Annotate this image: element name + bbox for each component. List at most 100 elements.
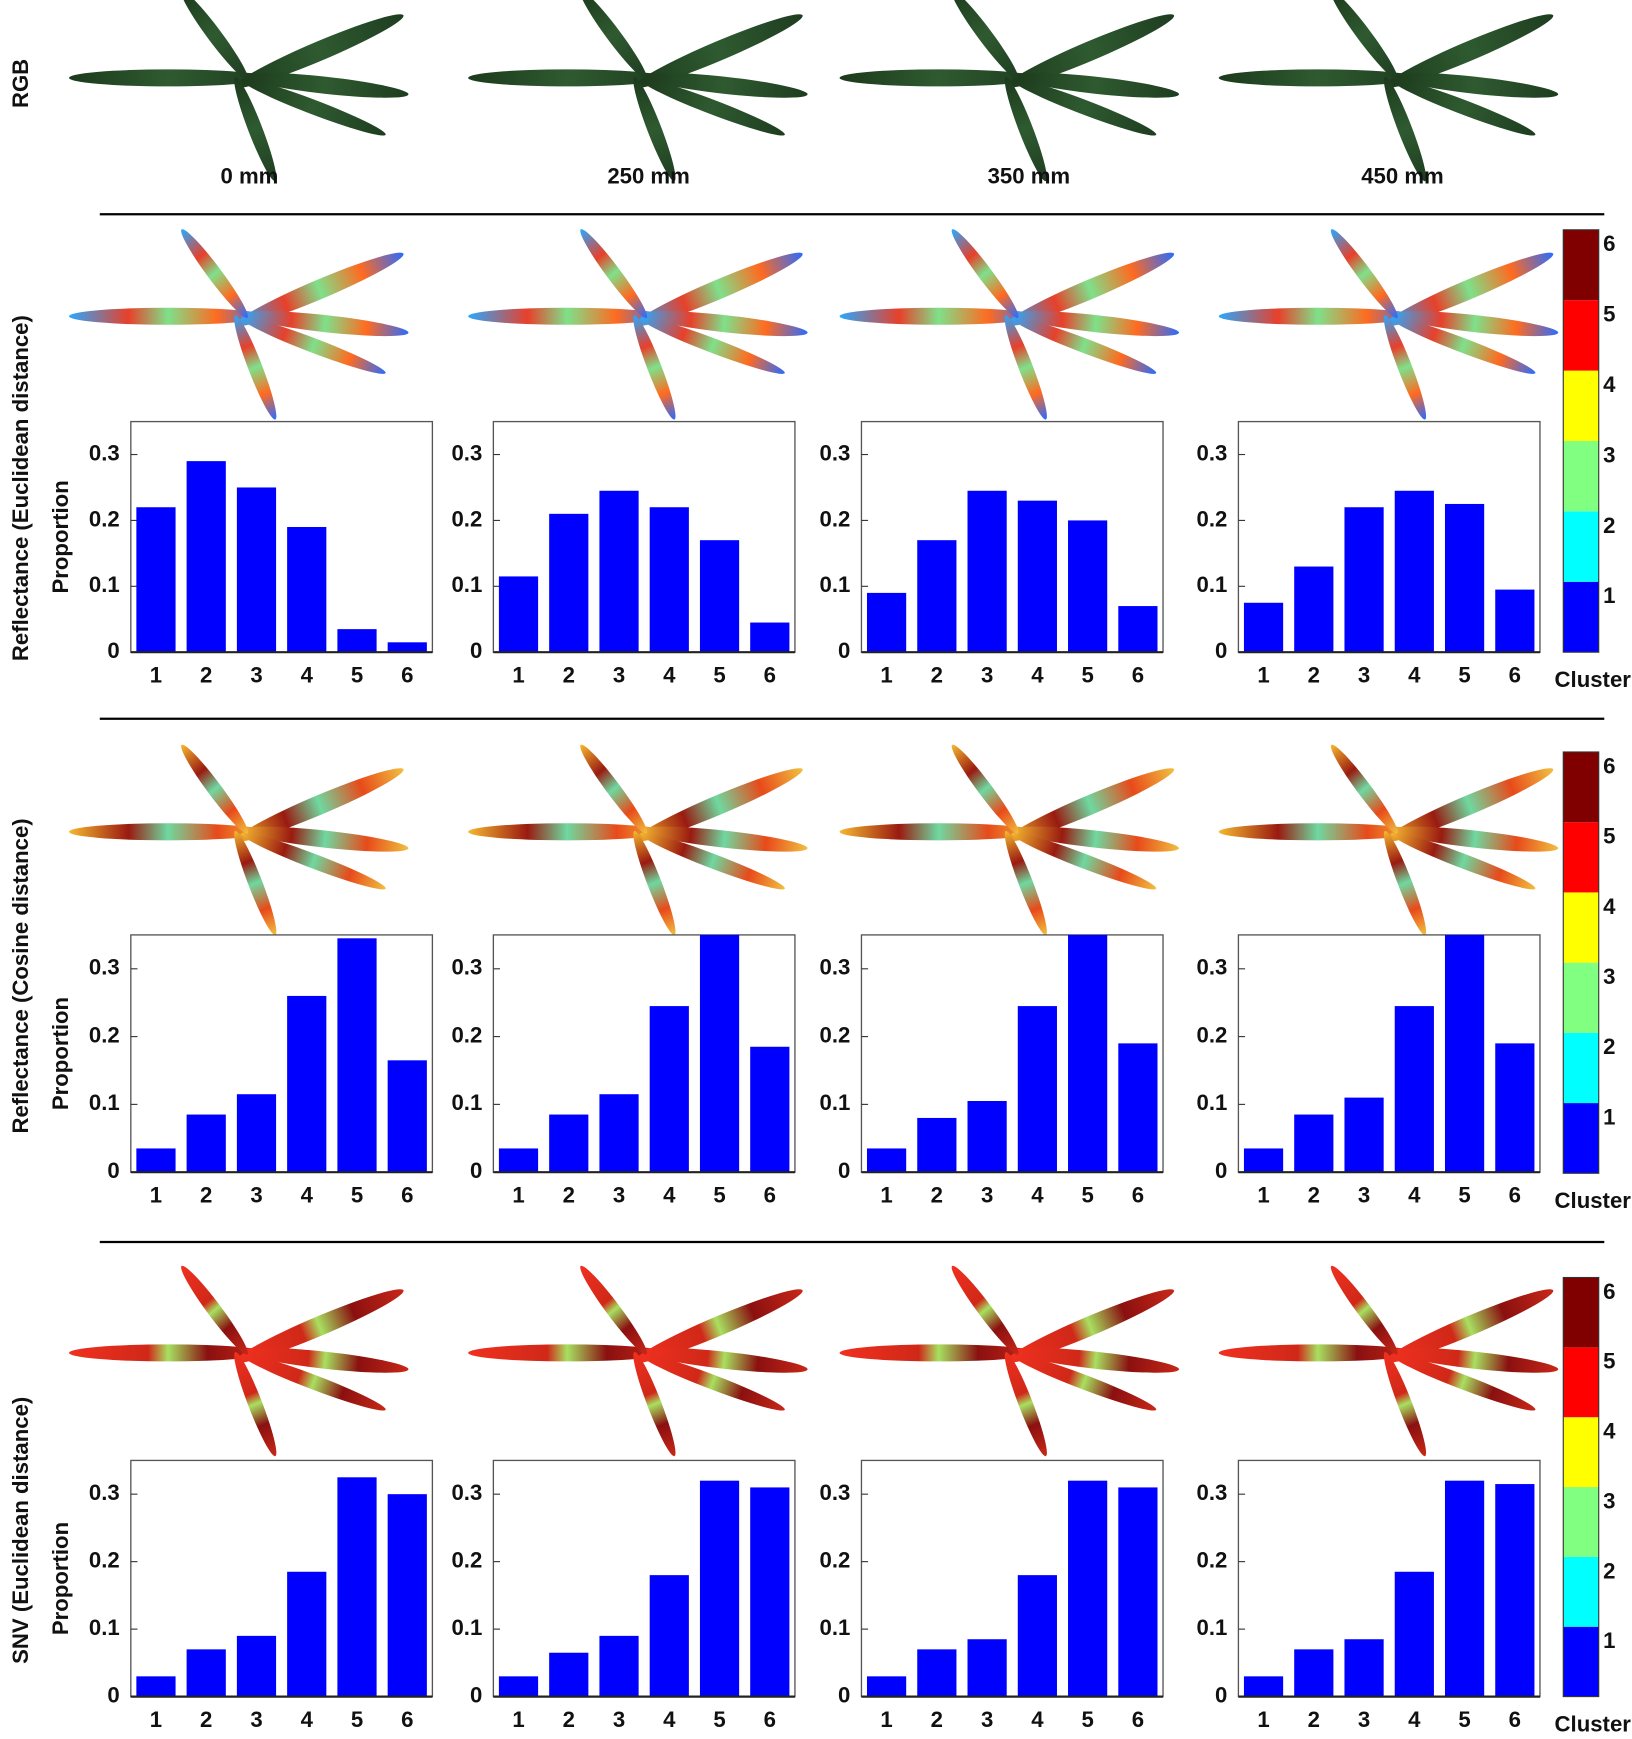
x-tick-label: 6: [1132, 662, 1144, 687]
y-tick-label: 0.2: [820, 1548, 851, 1573]
y-tick-label: 0.2: [1197, 506, 1228, 531]
x-tick-label: 2: [563, 662, 575, 687]
leaf-image: [69, 740, 410, 938]
y-tick-label: 0.3: [1197, 955, 1228, 980]
colorbar-segment: [1563, 1417, 1599, 1488]
colorbar-segment: [1563, 1103, 1599, 1174]
x-tick-label: 2: [200, 1707, 212, 1732]
x-tick-label: 3: [250, 1182, 262, 1207]
bar: [649, 1006, 689, 1173]
bar: [1294, 1114, 1334, 1173]
axes-frame: [492, 934, 796, 1173]
x-tick-label: 4: [663, 1707, 676, 1732]
axes-frame: [860, 420, 1164, 653]
x-tick-label: 1: [1257, 662, 1269, 687]
x-tick-label: 2: [563, 1707, 575, 1732]
colorbar-segment: [1563, 1277, 1599, 1348]
colorbar-tick-label: 2: [1603, 513, 1615, 538]
x-tick-label: 6: [401, 1707, 413, 1732]
bar: [699, 1480, 740, 1697]
y-tick-label: 0: [838, 638, 850, 663]
y-tick-label: 0.2: [820, 1022, 851, 1047]
x-tick-label: 6: [1132, 1707, 1144, 1732]
colorbar-segment: [1563, 511, 1599, 582]
x-tick-label: 1: [150, 662, 162, 687]
distance-label: 0 mm: [221, 164, 279, 189]
colorbar-frame: [1562, 1276, 1600, 1698]
colorbar-tick-label: 1: [1603, 1104, 1615, 1129]
y-tick-label: 0.3: [89, 440, 120, 465]
x-tick-label: 5: [351, 662, 363, 687]
bar: [1344, 1639, 1384, 1697]
y-tick-label: 0.2: [1197, 1548, 1228, 1573]
y-tick-label: 0.1: [451, 1615, 482, 1640]
distance-label: 450 mm: [1361, 164, 1444, 189]
y-tick-label: 0.2: [451, 506, 482, 531]
bar: [186, 1114, 226, 1173]
colorbar-tick-label: 1: [1603, 583, 1615, 608]
colorbar-segment: [1563, 370, 1599, 441]
leaf-image: [69, 0, 410, 184]
y-tick-label: 0.2: [89, 1022, 120, 1047]
colorbar-segment: [1563, 822, 1599, 893]
x-tick-label: 2: [563, 1182, 575, 1207]
bar: [549, 513, 589, 653]
y-tick-label: 0.3: [820, 1480, 851, 1505]
y-tick-label: 0.2: [89, 506, 120, 531]
y-tick-label: 0.3: [451, 1480, 482, 1505]
x-tick-label: 3: [981, 1707, 993, 1732]
y-tick-label: 0.1: [820, 572, 851, 597]
bar: [750, 622, 790, 653]
bar: [236, 1635, 277, 1697]
x-tick-label: 5: [351, 1707, 363, 1732]
bar: [917, 1649, 957, 1697]
leaf-image: [468, 740, 809, 938]
bar: [967, 1100, 1007, 1173]
bar: [1243, 1676, 1284, 1697]
bar: [649, 507, 689, 653]
bar: [337, 629, 377, 653]
y-tick-label: 0.1: [451, 1090, 482, 1115]
y-tick-label: 0: [470, 1158, 482, 1183]
y-tick-label: 0: [838, 1158, 850, 1183]
row-label: Reflectance (Cosine distance): [8, 818, 33, 1133]
bar: [1118, 606, 1158, 653]
leaf-image: [468, 224, 809, 423]
axes-frame: [1237, 420, 1541, 653]
leaf-image: [1218, 0, 1560, 184]
y-tick-label: 0.2: [820, 506, 851, 531]
bar: [498, 1148, 539, 1173]
colorbar-segment: [1563, 1556, 1599, 1627]
axes-frame: [130, 1459, 434, 1698]
colorbar-tick-label: 6: [1603, 1279, 1615, 1304]
bar: [1394, 490, 1434, 653]
y-tick-label: 0.3: [89, 955, 120, 980]
x-tick-label: 5: [1458, 1182, 1470, 1207]
colorbar-tick-label: 4: [1603, 372, 1616, 397]
bar: [498, 576, 539, 653]
bar: [1495, 1484, 1535, 1697]
y-tick-label: 0.3: [1197, 440, 1228, 465]
x-tick-label: 5: [351, 1182, 363, 1207]
bar: [967, 490, 1007, 653]
leaf-image: [839, 224, 1180, 423]
y-tick-label: 0: [838, 1682, 850, 1707]
separators: [99, 213, 1605, 1244]
bar: [967, 1639, 1007, 1697]
bar: [599, 1094, 639, 1173]
bar: [1017, 1006, 1057, 1173]
x-tick-label: 4: [301, 662, 314, 687]
bar: [498, 1676, 539, 1697]
y-tick-label: 0: [107, 638, 119, 663]
x-tick-label: 5: [1081, 1182, 1093, 1207]
x-tick-label: 1: [150, 1182, 162, 1207]
bar: [337, 938, 377, 1173]
x-tick-label: 3: [613, 1182, 625, 1207]
bar: [287, 995, 327, 1173]
y-tick-label: 0: [1215, 1682, 1227, 1707]
bar: [1243, 602, 1284, 653]
x-tick-label: 6: [1132, 1182, 1144, 1207]
x-tick-label: 3: [1358, 662, 1370, 687]
y-tick-label: 0.1: [820, 1615, 851, 1640]
axes-frame: [1237, 1459, 1541, 1698]
